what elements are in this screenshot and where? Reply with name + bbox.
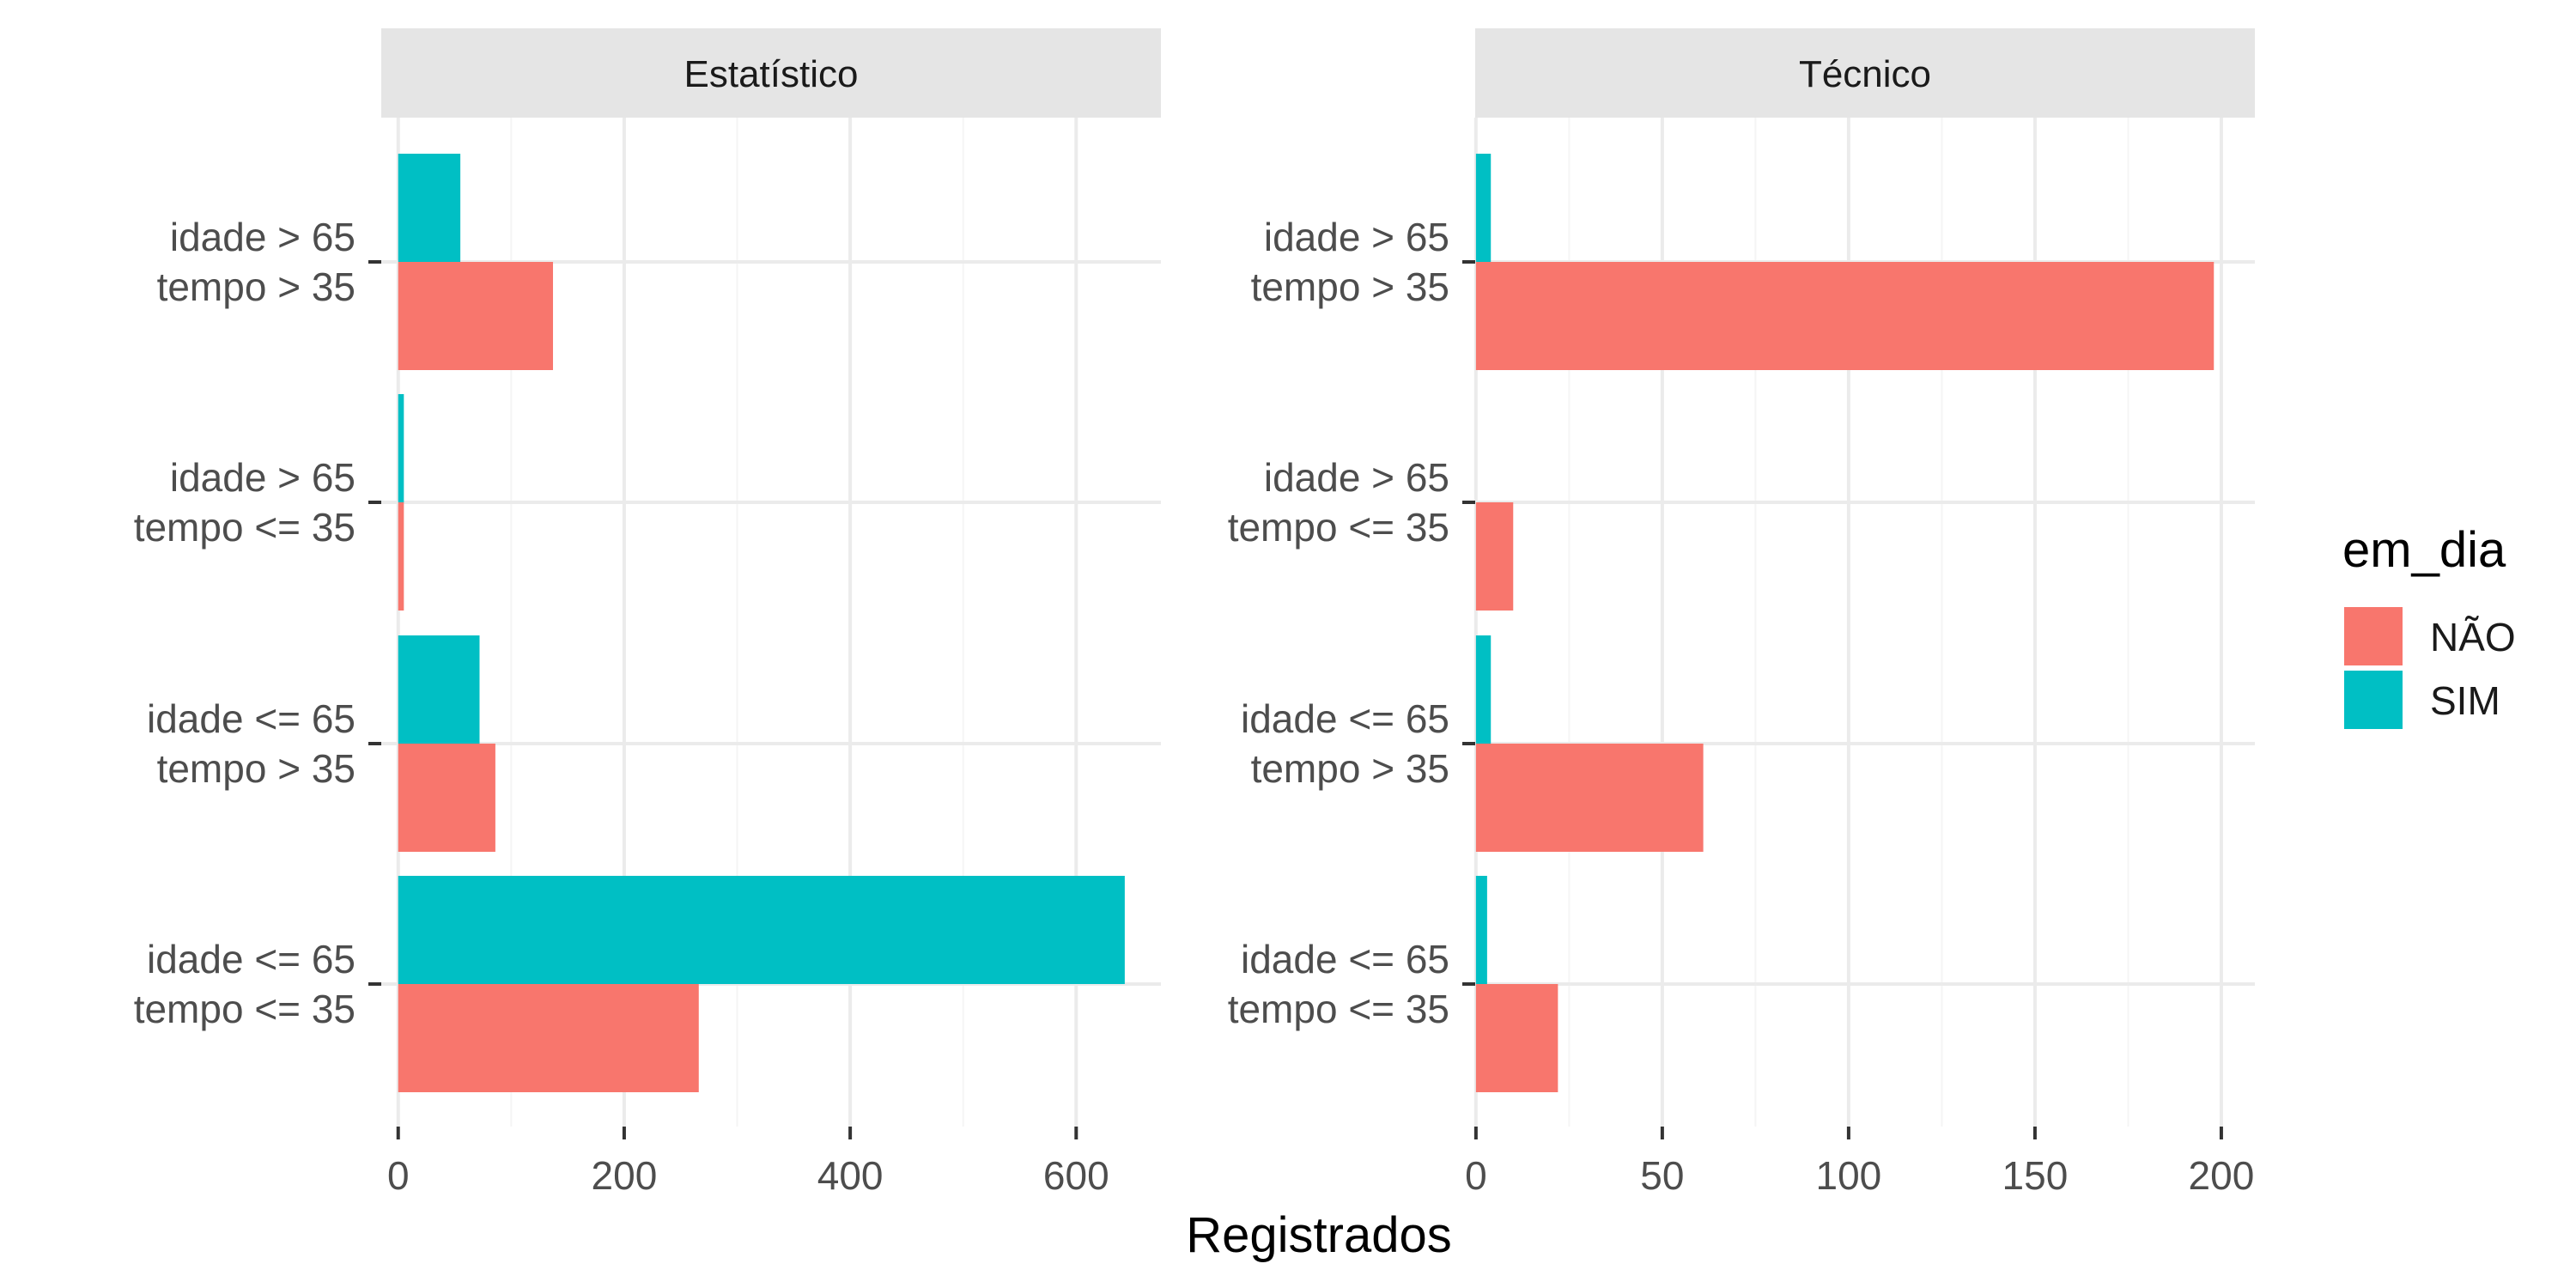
category-label: idade > 65: [170, 455, 355, 500]
category-label: tempo > 35: [157, 746, 355, 791]
x-tick-label: 200: [2189, 1153, 2255, 1198]
bar-nao: [1475, 984, 1558, 1092]
bar-sim: [398, 876, 1125, 984]
facet-strip: [381, 28, 1161, 118]
category-label: tempo <= 35: [1228, 505, 1449, 550]
category-label: tempo <= 35: [134, 505, 355, 550]
legend-label: SIM: [2430, 678, 2500, 723]
category-label: idade <= 65: [1241, 937, 1449, 981]
x-tick-label: 0: [1465, 1153, 1487, 1198]
category-label: tempo <= 35: [1228, 987, 1449, 1031]
category-label: tempo > 35: [1251, 264, 1449, 309]
x-tick-label: 100: [1816, 1153, 1882, 1198]
category-label: idade <= 65: [1241, 696, 1449, 741]
legend-swatch: [2344, 607, 2403, 665]
bar-nao: [1475, 502, 1514, 611]
category-label: idade > 65: [170, 215, 355, 259]
bar-sim: [1475, 635, 1492, 744]
bar-sim: [398, 394, 404, 502]
x-tick-label: 200: [592, 1153, 658, 1198]
category-label: idade <= 65: [147, 937, 355, 981]
x-tick-label: 600: [1043, 1153, 1109, 1198]
facet-title: Técnico: [1799, 53, 1931, 95]
x-tick-label: 50: [1640, 1153, 1684, 1198]
x-axis-title: Registrados: [1186, 1207, 1451, 1263]
legend-title: em_dia: [2342, 522, 2506, 578]
bar-sim: [398, 635, 480, 744]
bar-nao: [1475, 262, 2215, 370]
x-tick-label: 400: [817, 1153, 884, 1198]
legend-label: NÃO: [2430, 615, 2516, 659]
category-label: tempo <= 35: [134, 987, 355, 1031]
facet-strip: [1475, 28, 2255, 118]
category-label: tempo > 35: [157, 264, 355, 309]
facet-panel-estatistico: Estatístico idade > 65 tempo > 35 idade > 6…: [134, 28, 1161, 1198]
bar-nao: [398, 744, 495, 852]
bar-sim: [1475, 876, 1487, 984]
facet-panel-tecnico: Técnico idade > 65 tempo > 35 idade > 65 tem…: [1228, 28, 2255, 1198]
bar-nao: [398, 262, 554, 370]
facet-title: Estatístico: [684, 53, 859, 95]
category-label: idade <= 65: [147, 696, 355, 741]
bar-nao: [398, 502, 404, 611]
bar-sim: [398, 154, 461, 262]
bar-sim: [1475, 154, 1492, 262]
legend-swatch: [2344, 671, 2403, 729]
x-tick-label: 0: [387, 1153, 410, 1198]
category-label: idade > 65: [1264, 215, 1449, 259]
bar-nao: [1475, 744, 1704, 852]
x-tick-label: 150: [2002, 1153, 2069, 1198]
category-label: tempo > 35: [1251, 746, 1449, 791]
legend: em_dia NÃO SIM: [2342, 522, 2516, 729]
category-label: idade > 65: [1264, 455, 1449, 500]
bar-nao: [398, 984, 699, 1092]
